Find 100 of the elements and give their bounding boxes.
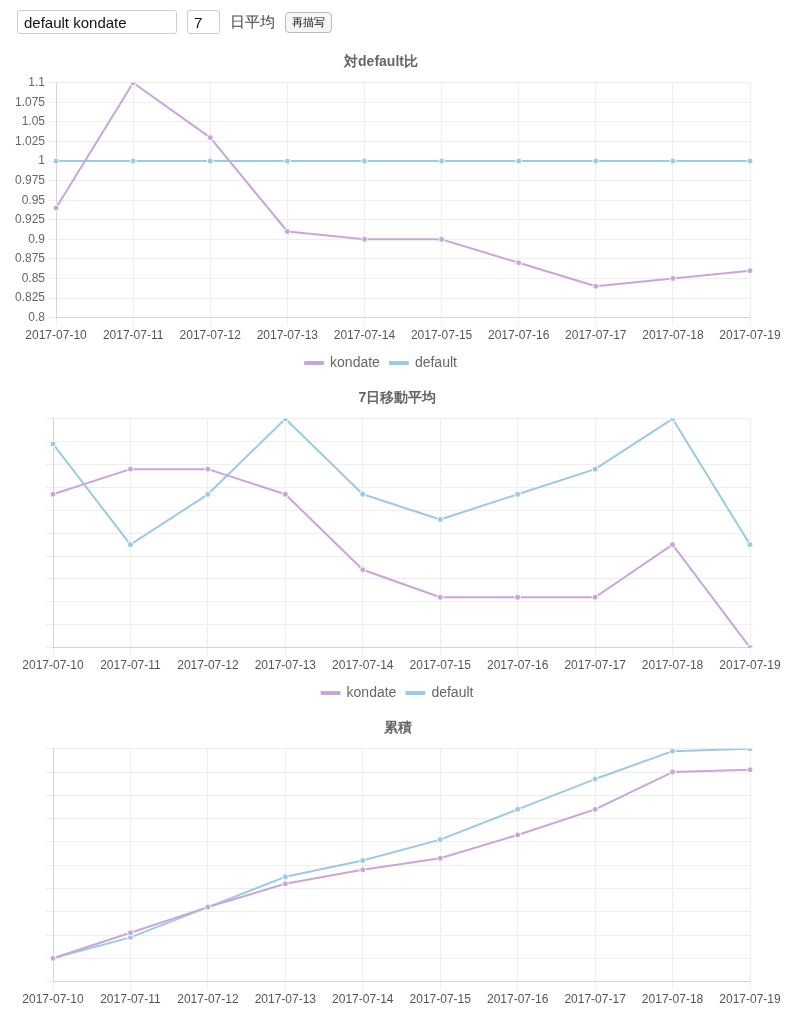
text: 日平均 bbox=[230, 12, 275, 32]
x-tick-label: 2017-07-16 bbox=[486, 658, 549, 673]
point bbox=[436, 836, 444, 844]
point bbox=[436, 854, 444, 862]
y-tick-label: 1 bbox=[38, 153, 46, 168]
x-tick-label: 2017-07-18 bbox=[642, 328, 704, 343]
x-tick-label: 2017-07-13 bbox=[254, 992, 317, 1007]
point bbox=[49, 490, 57, 498]
point bbox=[669, 274, 677, 282]
point bbox=[281, 490, 289, 498]
x-tick-label: 2017-07-17 bbox=[565, 328, 627, 343]
point bbox=[360, 157, 368, 165]
point bbox=[514, 593, 522, 601]
x-tick-label: 2017-07-11 bbox=[100, 992, 162, 1007]
point bbox=[592, 157, 600, 165]
chart-title: 7日移動平均 bbox=[358, 389, 437, 406]
x-tick-label: 2017-07-10 bbox=[22, 992, 85, 1007]
x-tick-label: 2017-07-10 bbox=[25, 328, 88, 343]
y-tick-label: 1.05 bbox=[21, 114, 46, 129]
x-tick-label: 2017-07-15 bbox=[409, 992, 472, 1007]
point bbox=[515, 259, 523, 267]
y-tick-label: 1.025 bbox=[15, 133, 46, 148]
point bbox=[591, 805, 599, 813]
point bbox=[49, 440, 57, 448]
x-tick-label: 2017-07-18 bbox=[641, 992, 704, 1007]
y-tick-label: 0.925 bbox=[15, 212, 46, 227]
point bbox=[438, 235, 446, 243]
point bbox=[746, 766, 754, 774]
point bbox=[126, 541, 134, 549]
point bbox=[359, 866, 367, 874]
x-tick-label: 2017-07-13 bbox=[256, 328, 319, 343]
chart-title: 累積 bbox=[382, 719, 412, 736]
point bbox=[746, 157, 754, 165]
y-tick-label: 0.9 bbox=[28, 231, 46, 246]
x-tick-label: 2017-07-18 bbox=[641, 658, 704, 673]
x-tick-label: 2017-07-12 bbox=[177, 658, 239, 673]
point bbox=[204, 465, 212, 473]
point bbox=[52, 204, 60, 212]
point bbox=[52, 157, 60, 165]
point bbox=[360, 235, 368, 243]
point bbox=[281, 873, 289, 881]
point bbox=[436, 515, 444, 523]
point bbox=[281, 880, 289, 888]
y-tick-label: 1.1 bbox=[28, 75, 46, 90]
point bbox=[359, 857, 367, 865]
point bbox=[515, 157, 523, 165]
x-tick-label: 2017-07-14 bbox=[332, 992, 394, 1007]
x-tick-label: 2017-07-19 bbox=[719, 992, 782, 1007]
point bbox=[514, 805, 522, 813]
point bbox=[126, 465, 134, 473]
point bbox=[129, 157, 137, 165]
x-tick-label: 2017-07-15 bbox=[409, 658, 472, 673]
point bbox=[283, 228, 291, 236]
legend-label: default bbox=[431, 683, 474, 700]
x-tick-label: 2017-07-16 bbox=[487, 328, 550, 343]
x-tick-label: 2017-07-14 bbox=[333, 328, 396, 343]
point bbox=[359, 490, 367, 498]
x-tick-label: 2017-07-16 bbox=[486, 992, 549, 1007]
redraw-button: 再描写 bbox=[285, 11, 332, 33]
legend-label: default bbox=[414, 353, 458, 370]
y-tick-label: 0.825 bbox=[15, 290, 46, 305]
legend-label: kondate bbox=[330, 353, 381, 370]
point bbox=[206, 134, 214, 142]
point bbox=[359, 566, 367, 574]
point bbox=[669, 768, 677, 776]
x-tick-label: 2017-07-17 bbox=[564, 658, 627, 673]
x-tick-label: 2017-07-19 bbox=[719, 328, 782, 343]
point bbox=[592, 282, 600, 290]
x-tick-label: 2017-07-13 bbox=[254, 658, 317, 673]
point bbox=[746, 267, 754, 275]
point bbox=[283, 157, 291, 165]
point bbox=[436, 593, 444, 601]
point bbox=[514, 831, 522, 839]
x-tick-label: 2017-07-12 bbox=[177, 992, 239, 1007]
x-tick-label: 2017-07-11 bbox=[102, 328, 164, 343]
x-tick-label: 2017-07-14 bbox=[332, 658, 394, 673]
point bbox=[126, 929, 134, 937]
point bbox=[591, 775, 599, 783]
x-tick-label: 2017-07-12 bbox=[179, 328, 242, 343]
point bbox=[514, 490, 522, 498]
point bbox=[669, 748, 677, 755]
x-tick-label: 2017-07-17 bbox=[564, 992, 627, 1007]
y-tick-label: 0.8 bbox=[28, 309, 46, 324]
point bbox=[669, 157, 677, 165]
y-tick-label: 0.85 bbox=[21, 270, 46, 285]
legend-label: kondate bbox=[346, 683, 397, 700]
text-field: default kondate bbox=[17, 10, 177, 34]
point bbox=[669, 541, 677, 549]
y-tick-label: 0.875 bbox=[15, 251, 46, 266]
point bbox=[206, 157, 214, 165]
point bbox=[438, 157, 446, 165]
x-tick-label: 2017-07-19 bbox=[719, 658, 782, 673]
point bbox=[746, 541, 754, 549]
x-tick-label: 2017-07-15 bbox=[410, 328, 473, 343]
point bbox=[591, 593, 599, 601]
chart-title: 対default比 bbox=[343, 53, 418, 70]
x-tick-label: 2017-07-10 bbox=[22, 658, 85, 673]
point bbox=[204, 490, 212, 498]
x-tick-label: 2017-07-11 bbox=[100, 658, 162, 673]
y-tick-label: 1.075 bbox=[15, 94, 46, 109]
